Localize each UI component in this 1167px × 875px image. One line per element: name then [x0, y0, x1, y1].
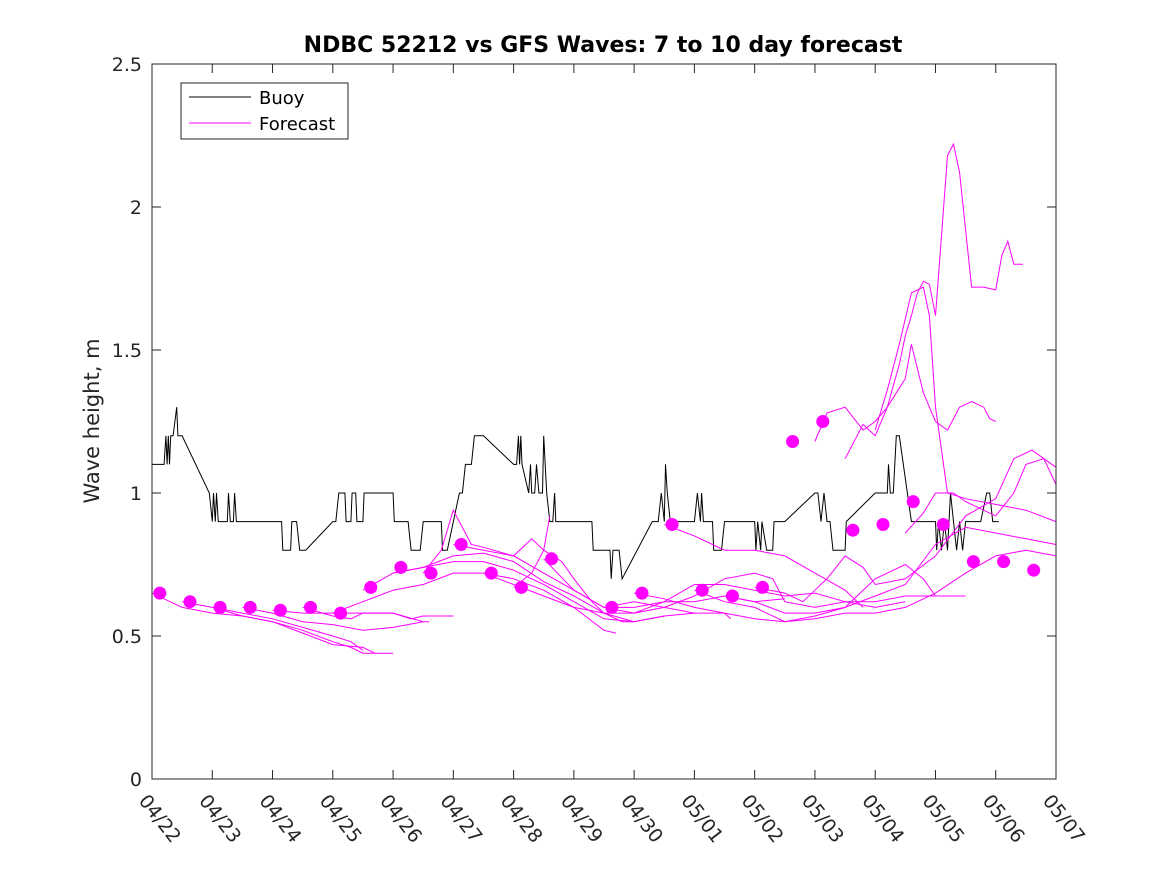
- forecast-series-line-16: [634, 592, 731, 620]
- y-axis-label: Wave height, m: [80, 338, 104, 503]
- forecast-series-line-17: [664, 524, 864, 608]
- forecast-series-line-6: [302, 606, 430, 623]
- legend-label-buoy: Buoy: [259, 88, 305, 109]
- marker-layer: [153, 415, 1041, 620]
- forecast-marker-1: [183, 595, 197, 609]
- forecast-series-line-12: [483, 572, 617, 634]
- forecast-marker-21: [816, 415, 830, 428]
- chart-title: NDBC 52212 vs GFS Waves: 7 to 10 day for…: [304, 33, 903, 58]
- forecast-marker-8: [394, 560, 408, 574]
- forecast-marker-28: [1027, 563, 1041, 577]
- forecast-marker-7: [364, 580, 378, 594]
- forecast-series-line-9: [393, 552, 635, 623]
- legend-box: [180, 82, 349, 140]
- y-tick-label: 1.5: [112, 340, 142, 362]
- y-tick-label: 0.5: [112, 626, 142, 648]
- forecast-marker-13: [545, 552, 559, 566]
- y-tick-label: 0: [130, 769, 142, 791]
- forecast-marker-18: [725, 589, 739, 603]
- forecast-marker-22: [846, 523, 860, 537]
- forecast-marker-0: [153, 586, 167, 600]
- forecast-marker-20: [786, 435, 800, 448]
- forecast-marker-6: [334, 606, 348, 620]
- forecast-marker-2: [213, 600, 227, 614]
- forecast-series-line-23: [874, 286, 1057, 523]
- forecast-series-line-20: [754, 449, 1057, 603]
- forecast-series-line-7: [332, 572, 665, 623]
- forecast-series-line-14: [543, 558, 966, 614]
- forecast-marker-11: [484, 566, 498, 580]
- forecast-marker-14: [605, 600, 619, 614]
- forecast-series-line-21: [814, 344, 996, 442]
- forecast-marker-17: [695, 583, 709, 597]
- forecast-marker-5: [304, 600, 317, 614]
- forecast-series-line-24: [904, 458, 1057, 534]
- y-tick-layer: 0 0.5 1 1.5 2 2.5: [112, 54, 1056, 791]
- forecast-marker-15: [635, 586, 649, 600]
- legend: Buoy Forecast: [180, 82, 349, 140]
- forecast-marker-12: [514, 580, 528, 594]
- y-tick-label: 2: [130, 197, 142, 219]
- plot-area: [152, 64, 1056, 779]
- forecast-marker-3: [243, 600, 257, 614]
- forecast-series-line-13: [513, 515, 551, 588]
- legend-label-forecast: Forecast: [259, 114, 335, 135]
- forecast-marker-26: [966, 555, 980, 569]
- forecast-marker-24: [906, 495, 920, 509]
- forecast-series-line-19: [724, 526, 1057, 614]
- buoy-series-line: [152, 407, 999, 581]
- forecast-series-line-1: [151, 592, 394, 654]
- forecast-marker-19: [756, 580, 769, 594]
- forecast-marker-9: [424, 566, 438, 580]
- forecast-marker-27: [997, 555, 1011, 569]
- y-tick-label: 1: [130, 483, 142, 505]
- forecast-marker-10: [454, 538, 468, 551]
- forecast-marker-25: [936, 518, 950, 531]
- forecast-series-line-18: [694, 549, 1057, 623]
- forecast-series-line-3: [212, 606, 364, 651]
- forecast-marker-16: [665, 518, 679, 531]
- y-tick-label: 2.5: [112, 54, 142, 76]
- forecast-marker-4: [273, 603, 287, 617]
- forecast-marker-23: [876, 518, 890, 531]
- forecast-series-line-4: [242, 606, 424, 631]
- forecast-series-line-22: [844, 142, 1023, 459]
- plot-frame: [151, 63, 1057, 780]
